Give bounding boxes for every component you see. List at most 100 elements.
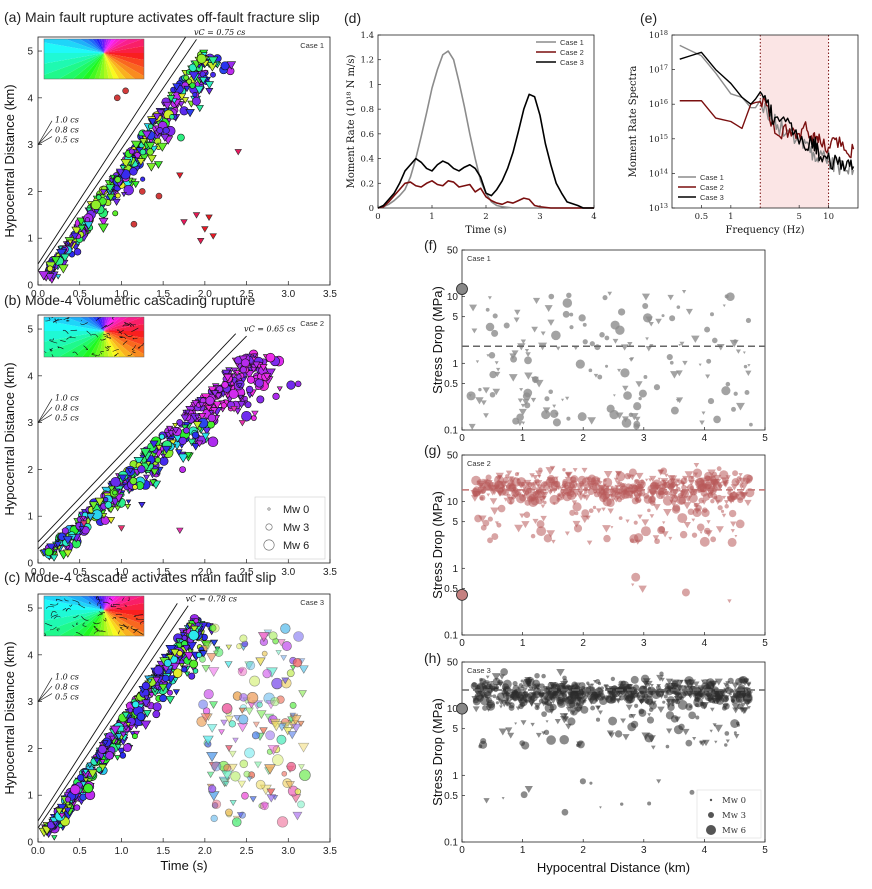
- stress-circle: [695, 715, 700, 720]
- x-tick-label: 0.0: [31, 567, 45, 578]
- inset-fracture: [91, 352, 97, 356]
- inset-wedge: [104, 331, 144, 355]
- stress-triangle: [494, 361, 499, 365]
- event-triangle: [107, 485, 116, 493]
- stress-triangle: [622, 734, 630, 741]
- stress-triangle: [586, 683, 593, 690]
- event-triangle: [138, 501, 146, 509]
- stress-circle: [693, 503, 698, 508]
- inset-fracture: [100, 351, 104, 355]
- event-triangle: [142, 710, 152, 718]
- stress-circle: [716, 466, 722, 472]
- x-tick-label: 0.5: [73, 289, 87, 300]
- event-triangle: [124, 478, 131, 484]
- event-triangle: [222, 781, 230, 787]
- stress-circle: [691, 532, 698, 538]
- inset-fracture: [45, 623, 53, 627]
- event-circle: [112, 210, 119, 217]
- y-tick-label: 1: [27, 234, 33, 245]
- event-circle: [177, 133, 185, 142]
- stress-triangle: [741, 492, 748, 498]
- stress-circle: [721, 386, 731, 396]
- x-tick-label: 2.5: [240, 567, 254, 578]
- speed-label: 1.0 cs: [55, 394, 79, 403]
- scatter-points: [470, 668, 754, 816]
- legend-label: Mw 6: [283, 540, 309, 552]
- stress-triangle: [530, 496, 538, 503]
- stress-triangle: [683, 522, 691, 529]
- stress-circle: [638, 708, 645, 715]
- stress-triangle: [680, 490, 689, 498]
- event-circle: [268, 631, 278, 641]
- stress-triangle: [721, 513, 727, 518]
- mainshock-marker: [456, 702, 468, 715]
- event-triangle: [143, 695, 150, 701]
- stress-triangle: [615, 470, 623, 477]
- stress-triangle: [608, 494, 618, 502]
- stress-circle: [589, 341, 595, 347]
- stress-circle: [572, 502, 582, 512]
- event-triangle: [131, 181, 140, 189]
- x-tick-label: 0: [459, 433, 465, 444]
- event-circle: [132, 484, 138, 490]
- inset-wedge: [92, 39, 104, 53]
- event-circle: [104, 501, 113, 509]
- stress-circle: [557, 699, 566, 708]
- inset-fracture: [109, 597, 113, 602]
- stress-triangle: [715, 526, 724, 534]
- event-circle: [230, 771, 241, 782]
- event-circle: [292, 658, 303, 668]
- inset-wedge: [104, 610, 135, 636]
- legend-label: Mw 3: [722, 811, 746, 821]
- event-triangle: [158, 683, 168, 692]
- event-triangle: [99, 189, 108, 196]
- stress-circle: [588, 368, 593, 373]
- event-triangle: [252, 721, 260, 728]
- event-triangle: [186, 623, 193, 629]
- event-circle: [241, 358, 250, 368]
- event-circle: [281, 770, 288, 777]
- x-tick-label: 3: [641, 433, 647, 444]
- panel-label: (g): [424, 442, 441, 458]
- stress-triangle: [586, 540, 593, 546]
- inset-fracture: [103, 617, 107, 622]
- x-tick-label: 2.0: [198, 846, 212, 857]
- event-triangle: [177, 453, 189, 463]
- event-circle: [162, 126, 170, 134]
- event-triangle: [203, 642, 213, 651]
- stress-triangle: [622, 416, 629, 423]
- stress-circle: [614, 730, 623, 738]
- event-triangle: [51, 835, 58, 841]
- event-circle: [281, 641, 292, 651]
- stress-circle: [492, 313, 498, 319]
- event-triangle: [58, 812, 66, 819]
- stress-triangle: [688, 490, 696, 497]
- event-triangle: [114, 733, 123, 740]
- stress-circle: [612, 685, 618, 691]
- event-circle: [115, 192, 121, 199]
- stress-triangle: [691, 518, 696, 522]
- panel-title: (b) Mode-4 volumetric cascading rupture: [4, 292, 256, 308]
- event-circle: [205, 396, 215, 406]
- event-triangle: [70, 232, 80, 241]
- event-circle: [77, 774, 85, 782]
- y-tick-label: 0.5: [444, 379, 458, 390]
- inset-fracture: [62, 608, 67, 611]
- inset-fracture: [58, 346, 64, 350]
- stress-triangle: [516, 478, 520, 482]
- y-tick-label: 1017: [649, 64, 668, 76]
- event-triangle: [83, 221, 94, 230]
- stress-triangle: [688, 682, 695, 688]
- plot-frame: [37, 593, 331, 843]
- stress-circle: [672, 504, 681, 512]
- stress-circle: [726, 292, 735, 302]
- stress-triangle: [665, 699, 672, 705]
- stress-triangle: [667, 294, 674, 301]
- inset-fracture: [53, 615, 61, 620]
- stress-triangle: [716, 343, 725, 351]
- stress-triangle: [655, 318, 662, 325]
- inset-fracture: [104, 335, 112, 339]
- stress-triangle: [612, 338, 619, 344]
- legend-label: Case 3: [700, 193, 724, 202]
- stress-circle: [638, 389, 647, 398]
